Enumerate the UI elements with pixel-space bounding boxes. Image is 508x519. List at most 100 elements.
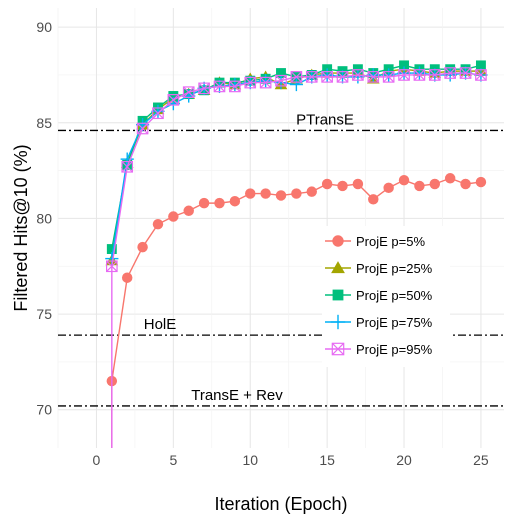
data-point-stroke xyxy=(429,69,441,81)
data-point xyxy=(368,194,379,205)
data-point xyxy=(398,69,410,81)
data-point-stroke xyxy=(290,71,303,83)
series-group xyxy=(106,173,487,448)
data-point-stroke xyxy=(459,67,472,79)
data-point xyxy=(352,178,364,190)
data-point-stroke xyxy=(367,71,379,83)
data-point-stroke xyxy=(244,76,257,89)
y-axis-ticks: 70 75 80 85 90 xyxy=(36,19,52,418)
data-point xyxy=(244,76,257,89)
x-tick-label: 10 xyxy=(242,452,258,468)
data-point-stroke xyxy=(367,71,380,83)
data-point-stroke xyxy=(352,69,364,81)
data-point xyxy=(460,178,471,190)
data-point-stroke xyxy=(244,76,256,89)
data-point-stroke xyxy=(259,76,272,89)
data-point-stroke xyxy=(383,71,395,83)
grid-lines xyxy=(57,8,504,448)
data-point-stroke xyxy=(382,71,395,83)
data-point-stroke xyxy=(167,94,180,106)
data-point xyxy=(383,182,394,194)
data-point xyxy=(413,69,426,81)
data-point-stroke xyxy=(121,161,133,173)
data-point xyxy=(229,195,241,207)
data-point xyxy=(214,197,225,209)
data-point-stroke xyxy=(275,74,287,87)
data-point xyxy=(429,178,441,190)
data-point xyxy=(168,91,179,101)
y-tick-label: 80 xyxy=(36,210,52,226)
data-point xyxy=(289,77,303,92)
x-tick-label: 0 xyxy=(93,452,101,468)
legend-key xyxy=(325,289,351,301)
data-point-stroke xyxy=(121,160,134,173)
series-layer xyxy=(105,60,488,448)
data-point xyxy=(259,76,272,89)
data-point-stroke xyxy=(428,69,441,81)
y-tick-label: 90 xyxy=(36,19,52,35)
data-point xyxy=(305,71,318,83)
data-point-stroke xyxy=(459,67,472,79)
data-point xyxy=(151,104,165,118)
data-point xyxy=(336,71,349,83)
legend: ProjE p=5% ProjE p=25% ProjE p=50% ProjE p=… xyxy=(322,226,450,367)
data-point-stroke xyxy=(152,107,164,119)
legend-key xyxy=(325,235,351,247)
data-point-stroke xyxy=(152,107,164,120)
data-point-stroke xyxy=(475,69,487,81)
x-tick-label: 5 xyxy=(169,452,177,468)
data-point xyxy=(428,69,441,81)
data-point-stroke xyxy=(167,94,179,106)
data-point xyxy=(331,342,345,356)
y-tick-label: 85 xyxy=(36,115,52,131)
x-axis-title: Iteration (Epoch) xyxy=(214,494,347,514)
data-point xyxy=(351,70,365,84)
x-tick-label: 15 xyxy=(319,452,335,468)
data-point xyxy=(397,66,411,80)
data-point xyxy=(259,74,273,88)
legend-key xyxy=(325,261,351,274)
data-point xyxy=(106,260,118,273)
data-point-stroke xyxy=(290,71,303,83)
data-point-stroke xyxy=(106,260,118,272)
data-point-stroke xyxy=(198,82,210,94)
data-point xyxy=(443,68,457,82)
data-point xyxy=(275,74,287,87)
data-point-stroke xyxy=(336,71,349,83)
data-point xyxy=(290,71,303,83)
data-point xyxy=(399,60,409,71)
legend-key xyxy=(325,314,351,330)
data-point-stroke xyxy=(475,69,487,81)
data-point-stroke xyxy=(182,86,195,98)
x-tick-label: 20 xyxy=(396,452,412,468)
data-point-stroke xyxy=(306,71,318,83)
data-point xyxy=(276,68,286,78)
data-point-stroke xyxy=(183,86,195,98)
data-point xyxy=(183,205,194,217)
y-tick-label: 75 xyxy=(36,306,52,322)
data-point xyxy=(398,174,410,186)
data-point xyxy=(167,94,180,106)
data-point xyxy=(321,178,333,190)
data-point-stroke xyxy=(398,69,410,81)
data-point-stroke xyxy=(398,69,410,81)
data-point xyxy=(475,176,487,188)
data-point xyxy=(332,289,344,301)
data-point xyxy=(106,244,117,254)
data-point-stroke xyxy=(321,71,333,83)
data-point-stroke xyxy=(198,82,210,95)
data-point-stroke xyxy=(229,80,241,93)
data-point xyxy=(366,68,380,82)
legend-key xyxy=(325,342,351,356)
reference-line-label: PTransE xyxy=(296,111,354,128)
data-point xyxy=(382,71,395,83)
data-point xyxy=(121,272,133,283)
x-axis-ticks: 0 5 10 15 20 25 xyxy=(93,452,489,468)
data-point-stroke xyxy=(352,69,364,81)
data-point-stroke xyxy=(331,342,345,356)
data-point-stroke xyxy=(136,122,149,135)
data-point xyxy=(137,241,148,253)
data-point xyxy=(245,188,256,199)
x-tick-label: 25 xyxy=(473,452,489,468)
